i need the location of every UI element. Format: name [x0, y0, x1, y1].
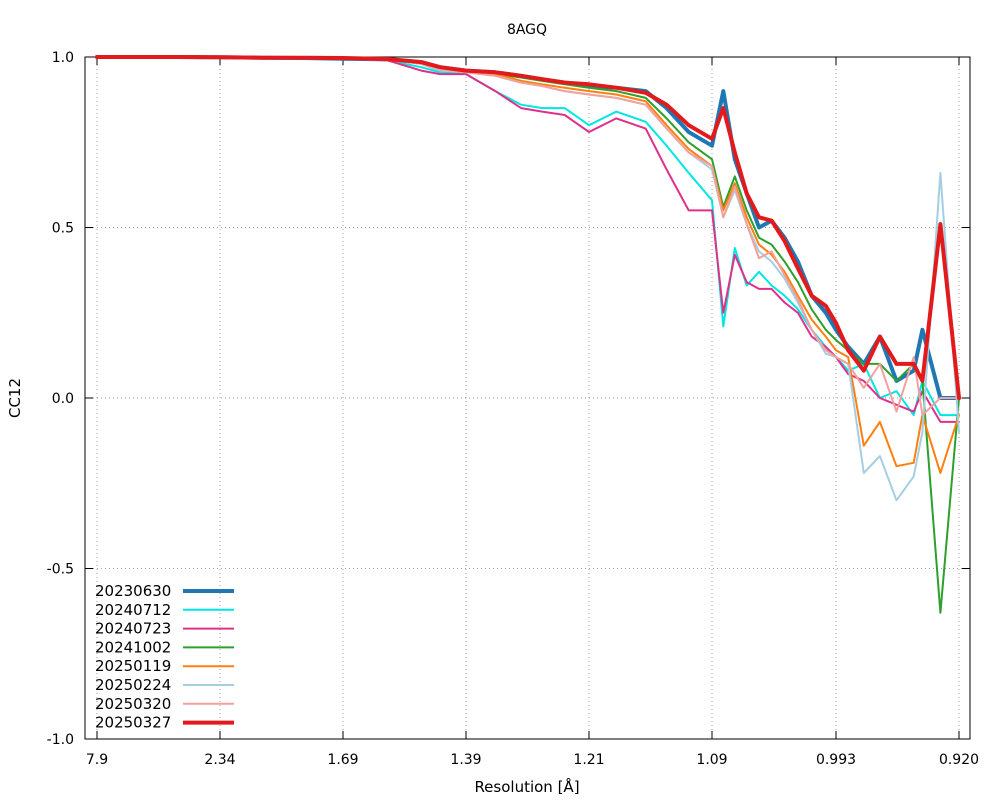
- chart-title: 8AGQ: [507, 22, 547, 38]
- legend-label: 20250119: [95, 657, 171, 675]
- legend-label: 20250320: [95, 695, 171, 713]
- legend-label: 20240723: [95, 620, 171, 638]
- x-tick-label: 1.21: [573, 752, 604, 768]
- y-tick-label: 0.5: [52, 221, 74, 237]
- y-tick-label: 0.0: [52, 391, 74, 407]
- legend-label: 20230630: [95, 582, 171, 600]
- series-line-20250119: [96, 56, 960, 474]
- series-line-20241002: [96, 56, 960, 614]
- x-tick-label: 1.09: [696, 752, 727, 768]
- x-tick-label: 0.993: [816, 752, 856, 768]
- legend-label: 20241002: [95, 638, 171, 656]
- legend-label: 20240712: [95, 601, 171, 619]
- series-line-20240712: [96, 56, 960, 417]
- series-line-20240723: [96, 56, 960, 423]
- series-line-20250320: [96, 56, 960, 417]
- x-tick-label: 1.39: [450, 752, 481, 768]
- legend-label: 20250224: [95, 676, 171, 694]
- plot-frame: [84, 56, 971, 740]
- grid-lines: [85, 57, 970, 739]
- x-tick-label: 2.34: [204, 752, 235, 768]
- y-tick-label: -0.5: [47, 562, 74, 578]
- x-tick-label: 0.920: [939, 752, 979, 768]
- series-lines: [95, 55, 961, 614]
- y-axis-label: CC12: [6, 378, 24, 418]
- legend: 2023063020240712202407232024100220250119…: [95, 582, 234, 732]
- y-tick-label: -1.0: [47, 732, 74, 748]
- x-tick-label: 7.9: [86, 752, 108, 768]
- y-tick-label: 1.0: [52, 50, 74, 66]
- x-tick-label: 1.69: [327, 752, 358, 768]
- axis-ticks: 7.9 2.34 1.69 1.39 1.21 1.09 0.993 0.920 1.0 0.5 0…: [47, 50, 979, 768]
- series-line-20250327: [95, 55, 961, 400]
- series-line-20250224: [96, 56, 960, 502]
- x-axis-label: Resolution [Å]: [474, 777, 579, 796]
- legend-label: 20250327: [95, 714, 171, 732]
